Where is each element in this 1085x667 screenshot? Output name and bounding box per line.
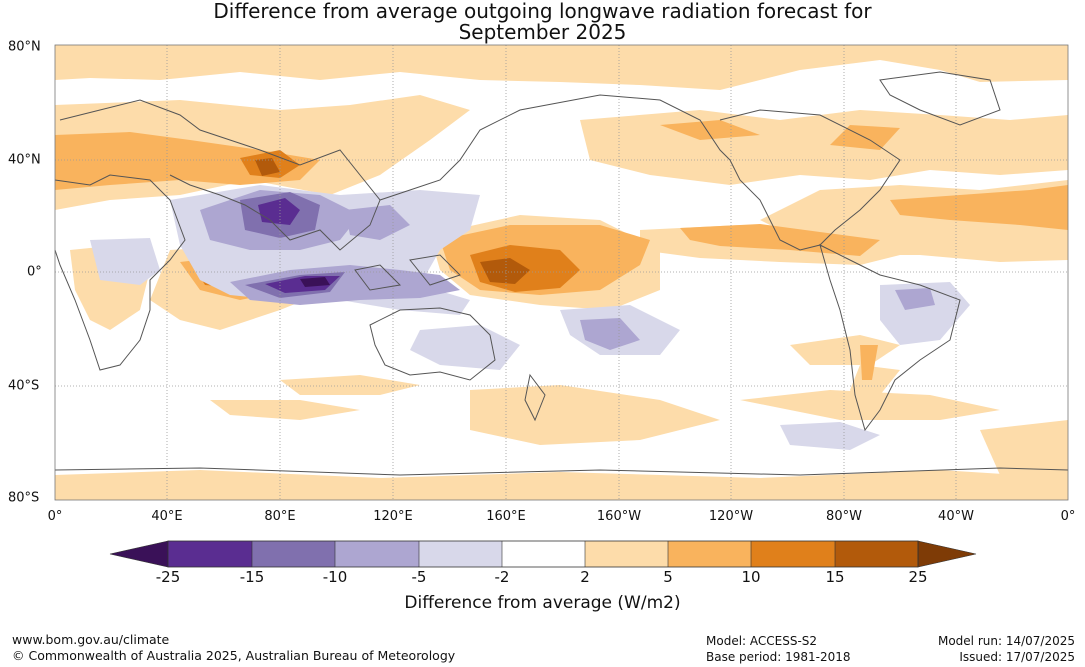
lon-label-0-east: 0° [1060, 509, 1076, 524]
anomaly-field [55, 45, 1068, 500]
anomaly-positive-very-strong [255, 158, 530, 284]
lon-label-40e: 40°E [151, 509, 183, 524]
anomaly-negative-extreme [300, 277, 330, 287]
map-frame [54, 44, 1069, 501]
lon-label-40w: 40°W [938, 509, 974, 524]
graticule [55, 45, 1068, 500]
lon-label-160w: 160°W [596, 509, 642, 524]
colorbar-high-arrow [917, 540, 977, 568]
lat-label-40n: 40°N [8, 152, 41, 168]
colorbar-bin-4 [419, 541, 502, 567]
footer-base-period: Base period: 1981-2018 [706, 650, 851, 664]
colorbar-bin-8 [751, 541, 835, 567]
colorbar-tick: 2 [580, 568, 590, 586]
map-title-line1: Difference from average outgoing longwav… [213, 0, 872, 23]
lat-label-80s: 80°S [8, 490, 40, 506]
colorbar-tick: 10 [741, 568, 761, 586]
colorbar [109, 540, 977, 568]
colorbar-bin-5 [502, 541, 585, 567]
footer-model-run: Model run: 14/07/2025 [937, 634, 1075, 648]
lon-label-80e: 80°E [264, 509, 296, 524]
coastlines [54, 71, 1069, 476]
colorbar-bin-2 [252, 541, 335, 567]
colorbar-tick: -25 [155, 568, 181, 586]
colorbar-tick: -2 [494, 568, 510, 586]
colorbar-bin-7 [668, 541, 751, 567]
lat-label-40s: 40°S [8, 378, 40, 394]
colorbar-tick: -15 [239, 568, 265, 586]
colorbar-bin-6 [585, 541, 668, 567]
colorbar-low-arrow [109, 540, 169, 568]
colorbar-tick: 15 [825, 568, 845, 586]
colorbar-title: Difference from average (W/m2) [404, 593, 681, 613]
colorbar-bin-3 [335, 541, 419, 567]
lon-label-80w: 80°W [826, 509, 862, 524]
footer-copyright: © Commonwealth of Australia 2025, Austra… [12, 648, 456, 663]
map-title-line2: September 2025 [458, 20, 627, 44]
colorbar-tick: 25 [908, 568, 928, 586]
colorbar-bin-1 [168, 541, 252, 567]
lat-label-80n: 80°N [8, 39, 41, 55]
lon-label-120e: 120°E [373, 509, 413, 524]
lon-label-120w: 120°W [708, 509, 754, 524]
footer-issued: Issued: 17/07/2025 [959, 650, 1075, 664]
footer-model: Model: ACCESS-S2 [706, 634, 818, 648]
footer-url: www.bom.gov.au/climate [12, 632, 170, 647]
lon-label-0: 0° [47, 509, 63, 524]
colorbar-bin-9 [835, 541, 918, 567]
colorbar-tick: -10 [322, 568, 348, 586]
colorbar-tick: 5 [663, 568, 673, 586]
lat-label-0: 0° [27, 264, 42, 280]
lon-label-160e: 160°E [486, 509, 526, 524]
colorbar-tick: -5 [411, 568, 427, 586]
